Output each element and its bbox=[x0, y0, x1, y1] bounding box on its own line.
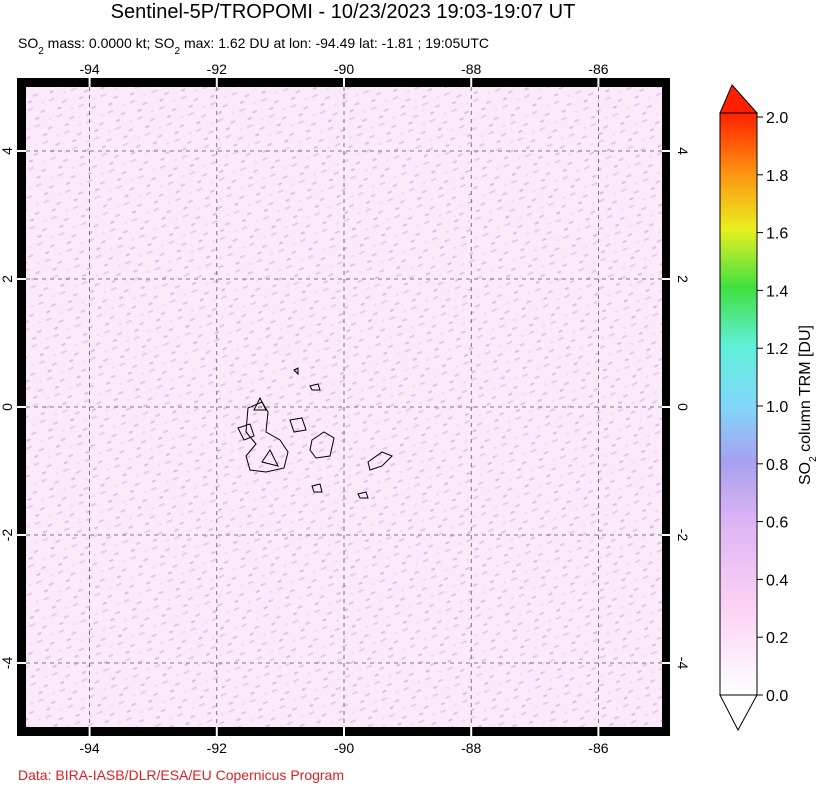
colorbar-tick-label: 1.4 bbox=[766, 283, 788, 300]
colorbar-tick-label: 1.0 bbox=[766, 399, 788, 416]
x-tick-label: -86 bbox=[588, 740, 608, 756]
subscript: 2 bbox=[175, 46, 181, 57]
y-tick-label: 2 bbox=[0, 275, 15, 283]
tick-mark bbox=[343, 78, 345, 87]
x-tick-label: -92 bbox=[207, 61, 227, 77]
tick-mark bbox=[662, 662, 670, 664]
x-tick-label: -88 bbox=[461, 61, 481, 77]
y-tick-label: 2 bbox=[675, 275, 691, 283]
tick-mark bbox=[470, 727, 473, 736]
tick-mark bbox=[215, 727, 218, 736]
colorbar-under bbox=[719, 694, 758, 732]
x-tick-label: -86 bbox=[588, 61, 608, 77]
colorbar-tick-label: 0.8 bbox=[766, 457, 788, 474]
tick-mark bbox=[17, 150, 26, 152]
y-tick-label: -4 bbox=[675, 657, 691, 670]
tick-mark bbox=[88, 78, 91, 87]
subscript: 2 bbox=[38, 46, 44, 57]
tick-mark bbox=[17, 406, 26, 408]
title: Sentinel-5P/TROPOMI - 10/23/2023 19:03-1… bbox=[111, 1, 576, 23]
y-tick-label: -2 bbox=[675, 529, 691, 542]
x-tick-label: -92 bbox=[207, 740, 227, 756]
text-part: column TRM [DU] bbox=[797, 325, 814, 456]
tick-mark bbox=[597, 727, 600, 736]
colorbar-tick-label: 2.0 bbox=[766, 110, 788, 127]
tick-mark bbox=[662, 150, 670, 152]
tick-mark bbox=[470, 78, 473, 87]
y-tick-label: -2 bbox=[0, 529, 15, 542]
colorbar-tick-label: 0.4 bbox=[766, 572, 788, 589]
tick-mark bbox=[17, 278, 26, 280]
colorbar-tick-label: 1.2 bbox=[766, 341, 788, 358]
x-tick-label: -94 bbox=[79, 61, 99, 77]
y-tick-label: 0 bbox=[0, 403, 15, 411]
y-tick-label: 4 bbox=[675, 147, 691, 155]
coastlines bbox=[237, 367, 393, 499]
colorbar-over bbox=[719, 84, 759, 114]
text-part: mass: 0.0000 kt; SO bbox=[44, 35, 175, 51]
colorbar-tick-label: 0.2 bbox=[766, 630, 788, 647]
x-tick-label: -94 bbox=[79, 740, 99, 756]
tick-mark bbox=[17, 534, 26, 536]
tick-mark bbox=[88, 727, 91, 736]
y-tick-label: 0 bbox=[675, 403, 691, 411]
subscript: 2 bbox=[808, 456, 817, 462]
tick-mark bbox=[343, 727, 345, 736]
colorbar-tick-label: 1.8 bbox=[766, 168, 788, 185]
colorbar bbox=[719, 112, 758, 696]
colorbar-tick-label: 0.0 bbox=[766, 688, 788, 705]
x-tick-label: -90 bbox=[334, 61, 354, 77]
tick-mark bbox=[662, 406, 670, 408]
tick-mark bbox=[597, 78, 600, 87]
tick-mark bbox=[662, 534, 670, 536]
text-part: max: 1.62 DU at lon: -94.49 lat: -1.81 ;… bbox=[180, 35, 489, 51]
x-tick-label: -90 bbox=[334, 740, 354, 756]
colorbar-tick-label: 1.6 bbox=[766, 226, 788, 243]
credit: Data: BIRA-IASB/DLR/ESA/EU Copernicus Pr… bbox=[18, 767, 344, 783]
tick-mark bbox=[662, 278, 670, 280]
tick-mark bbox=[215, 78, 218, 87]
tick-mark bbox=[17, 662, 26, 664]
subtitle: SO2 mass: 0.0000 kt; SO2 max: 1.62 DU at… bbox=[18, 35, 489, 57]
x-tick-label: -88 bbox=[461, 740, 481, 756]
text-part: SO bbox=[797, 462, 814, 485]
y-tick-label: -4 bbox=[0, 657, 15, 670]
colorbar-label: SO2 column TRM [DU] bbox=[797, 325, 817, 485]
colorbar-tick-label: 0.6 bbox=[766, 515, 788, 532]
text-part: SO bbox=[18, 35, 38, 51]
y-tick-label: 4 bbox=[0, 147, 15, 155]
